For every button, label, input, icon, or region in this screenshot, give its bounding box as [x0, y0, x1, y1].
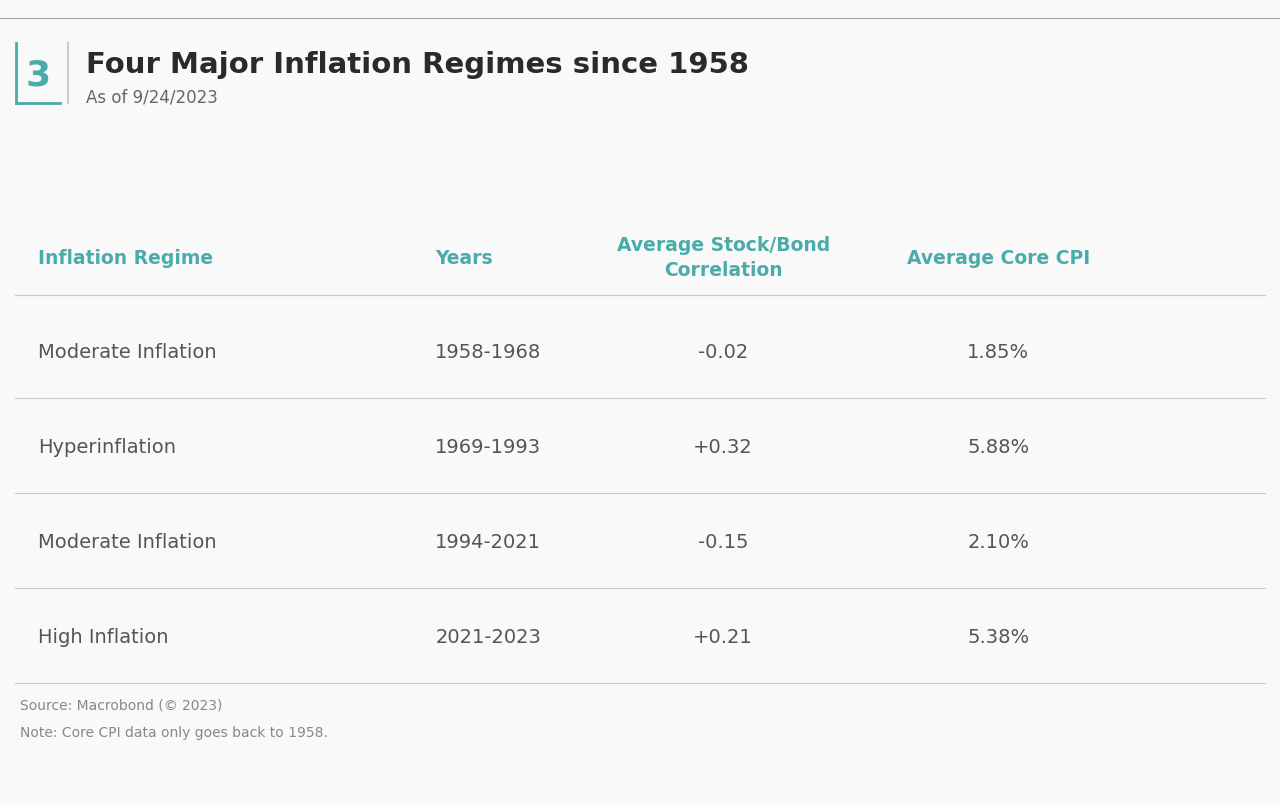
Text: Source: Macrobond (© 2023): Source: Macrobond (© 2023): [20, 698, 223, 712]
Text: 1958-1968: 1958-1968: [435, 342, 541, 361]
Text: Inflation Regime: Inflation Regime: [38, 249, 214, 267]
Text: Average Core CPI: Average Core CPI: [906, 249, 1091, 267]
Text: Moderate Inflation: Moderate Inflation: [38, 342, 218, 361]
Text: 2.10%: 2.10%: [968, 532, 1029, 551]
Text: Moderate Inflation: Moderate Inflation: [38, 532, 218, 551]
Text: 1.85%: 1.85%: [968, 342, 1029, 361]
Text: Four Major Inflation Regimes since 1958: Four Major Inflation Regimes since 1958: [86, 51, 749, 79]
Text: -0.02: -0.02: [698, 342, 749, 361]
Text: 3: 3: [26, 58, 51, 92]
Text: 2021-2023: 2021-2023: [435, 628, 541, 646]
Text: High Inflation: High Inflation: [38, 628, 169, 646]
Text: Years: Years: [435, 249, 493, 267]
Text: -0.15: -0.15: [698, 532, 749, 551]
Text: +0.32: +0.32: [694, 437, 753, 456]
Text: Average Stock/Bond
Correlation: Average Stock/Bond Correlation: [617, 236, 829, 280]
Text: Note: Core CPI data only goes back to 1958.: Note: Core CPI data only goes back to 19…: [20, 726, 328, 740]
Text: As of 9/24/2023: As of 9/24/2023: [86, 88, 218, 106]
Text: 5.88%: 5.88%: [968, 437, 1029, 456]
Text: 5.38%: 5.38%: [968, 628, 1029, 646]
Text: Hyperinflation: Hyperinflation: [38, 437, 177, 456]
Text: +0.21: +0.21: [694, 628, 753, 646]
Text: 1969-1993: 1969-1993: [435, 437, 541, 456]
Text: 1994-2021: 1994-2021: [435, 532, 541, 551]
